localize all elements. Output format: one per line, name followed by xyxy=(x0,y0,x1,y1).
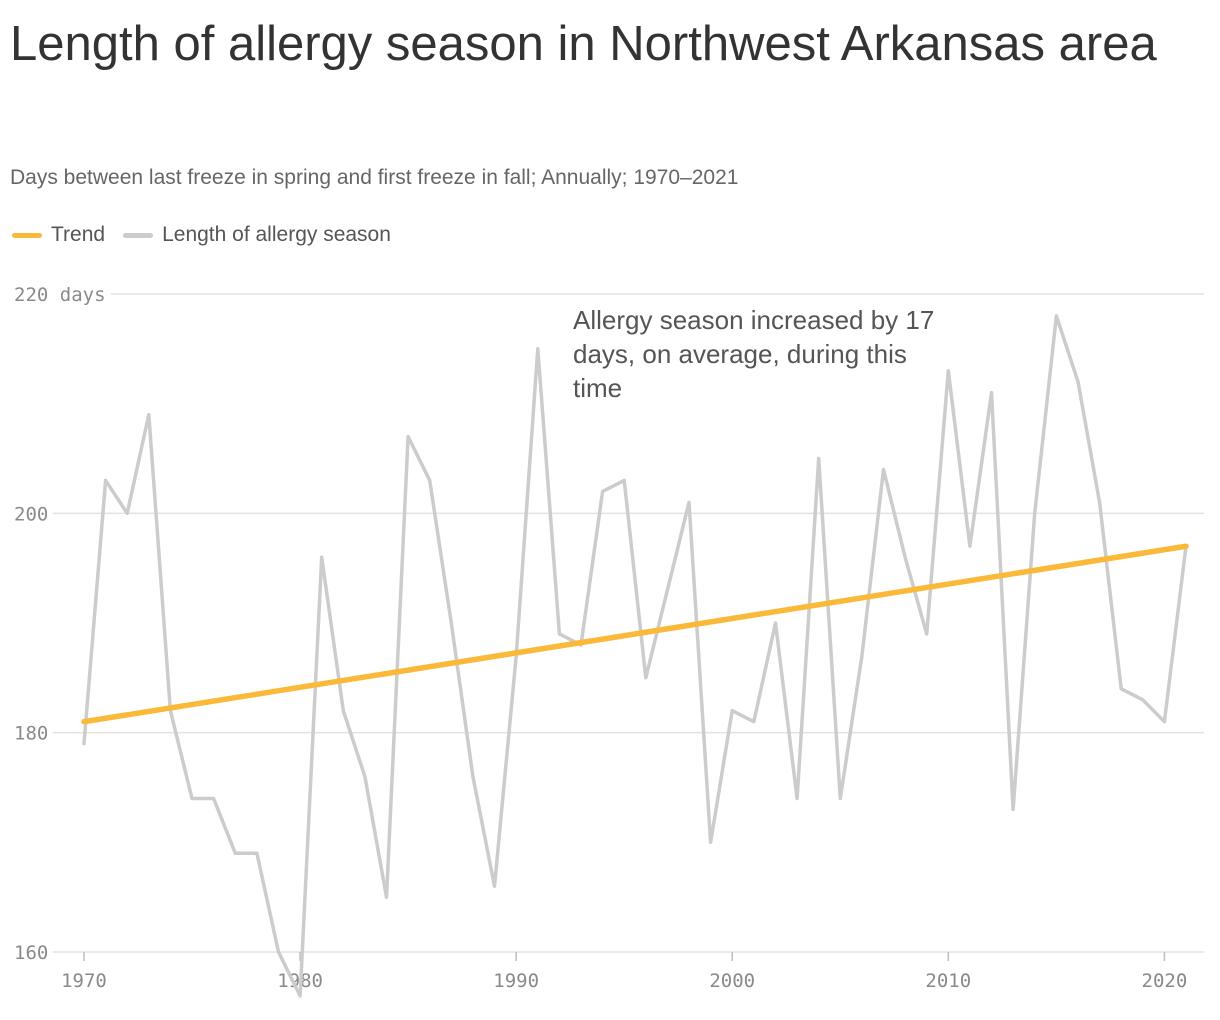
x-tick-label: 1990 xyxy=(493,970,539,992)
x-tick-label: 1970 xyxy=(61,970,107,992)
x-tick-label: 2010 xyxy=(925,970,971,992)
legend-label-trend: Trend xyxy=(51,223,106,246)
season-length-line xyxy=(82,314,1188,998)
x-axis: 1970 1980 1990 2000 2010 2020 xyxy=(61,952,1187,992)
trend-annotation: Allergy season increased by 17 days, on … xyxy=(573,305,935,403)
legend-swatch-season xyxy=(123,232,154,238)
x-tick-label: 2020 xyxy=(1142,970,1188,992)
x-tick-label: 2000 xyxy=(709,970,755,992)
y-tick-label: 160 xyxy=(14,942,48,964)
chart-title: Length of allergy season in Northwest Ar… xyxy=(10,17,1157,71)
series-group xyxy=(81,314,1189,998)
chart-subtitle: Days between last freeze in spring and f… xyxy=(10,166,739,189)
legend: Trend Length of allergy season xyxy=(12,223,409,247)
legend-item-trend: Trend xyxy=(12,223,105,247)
y-tick-label: 200 xyxy=(14,503,48,525)
legend-item-season: Length of allergy season xyxy=(123,223,391,247)
y-axis-labels: 220 days 200 180 160 xyxy=(14,284,106,964)
y-tick-label: 180 xyxy=(14,723,48,745)
legend-label-season: Length of allergy season xyxy=(162,223,391,246)
legend-swatch-trend xyxy=(12,232,42,238)
trend-line xyxy=(81,543,1189,725)
y-tick-label: 220 days xyxy=(14,284,106,306)
